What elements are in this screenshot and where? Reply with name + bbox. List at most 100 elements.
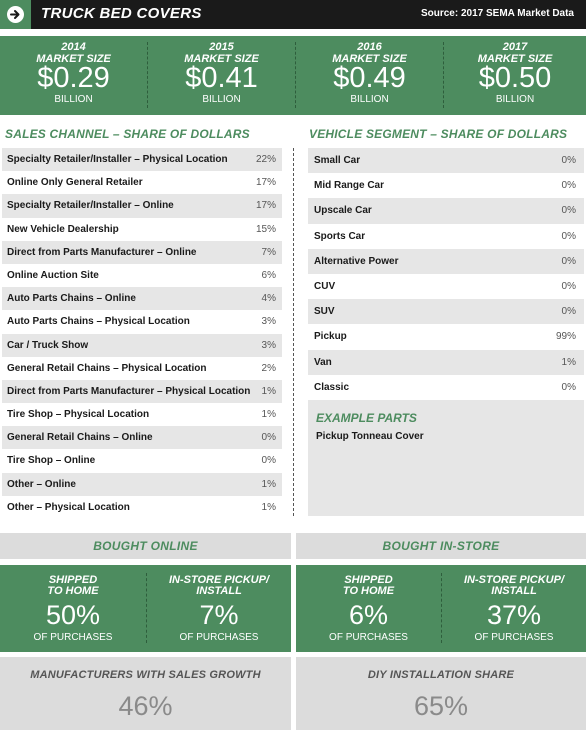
segment-share: 0% xyxy=(561,230,576,242)
market-year: 2014 xyxy=(61,41,86,53)
segment-name: CUV xyxy=(314,280,336,292)
channel-name: New Vehicle Dealership xyxy=(7,223,119,235)
market-size-2017: 2017 MARKET SIZE $0.50 BILLION xyxy=(444,36,586,115)
table-row: Pickup 99% xyxy=(308,324,584,350)
segment-share: 0% xyxy=(561,180,576,192)
header-bar: TRUCK BED COVERS Source: 2017 SEMA Marke… xyxy=(0,0,586,29)
market-value: $0.41 xyxy=(185,62,258,94)
market-divider xyxy=(295,42,296,108)
segment-share: 0% xyxy=(561,280,576,292)
stat-label: IN-STORE PICKUP/ xyxy=(168,574,270,586)
segment-name: Upscale Car xyxy=(314,205,372,217)
stat-label: INSTALL xyxy=(491,585,537,597)
online-instore-pickup: IN-STORE PICKUP/ INSTALL 7% OF PURCHASES xyxy=(147,565,291,652)
channel-name: Online Auction Site xyxy=(7,269,99,281)
table-row: Specialty Retailer/Installer – Physical … xyxy=(2,148,282,172)
bought-instore-heading: BOUGHT IN-STORE xyxy=(296,533,586,559)
channel-share: 17% xyxy=(255,200,276,212)
stat-label: SHIPPED xyxy=(344,574,393,586)
stat-label: INSTALL xyxy=(196,585,242,597)
channel-share: 17% xyxy=(255,177,276,189)
market-label: MARKET SIZE xyxy=(184,53,259,65)
table-row: Other – Physical Location 1% xyxy=(2,496,282,519)
stat-value: 37% xyxy=(486,600,542,630)
table-row: Direct from Parts Manufacturer – Physica… xyxy=(2,379,282,404)
market-year: 2016 xyxy=(357,41,382,53)
channel-name: General Retail Chains – Online xyxy=(7,432,153,444)
channel-name: Tire Shop – Physical Location xyxy=(7,409,150,421)
segment-share: 0% xyxy=(561,205,576,217)
segment-name: Van xyxy=(314,356,332,368)
stat-value: 7% xyxy=(199,600,239,630)
diy-installation-label: DIY INSTALLATION SHARE xyxy=(367,669,515,681)
market-unit: BILLION xyxy=(350,94,389,105)
table-row: Tire Shop – Online 0% xyxy=(2,449,282,472)
channel-share: 0% xyxy=(261,432,276,444)
segment-share: 0% xyxy=(561,155,576,166)
market-divider xyxy=(147,42,148,108)
diy-installation-panel: DIY INSTALLATION SHARE 65% xyxy=(296,657,586,730)
segment-name: Mid Range Car xyxy=(314,180,385,192)
market-size-2014: 2014 MARKET SIZE $0.29 BILLION xyxy=(0,36,147,115)
bought-instore-label: BOUGHT IN-STORE xyxy=(382,539,500,553)
segment-name: Alternative Power xyxy=(314,255,399,267)
table-row: Van 1% xyxy=(308,350,584,375)
market-unit: BILLION xyxy=(54,94,93,105)
market-year: 2017 xyxy=(502,41,528,53)
instore-instore-pickup: IN-STORE PICKUP/ INSTALL 37% OF PURCHASE… xyxy=(442,565,586,652)
manufacturers-growth-value: 46% xyxy=(118,691,173,721)
channel-name: Auto Parts Chains – Online xyxy=(7,293,136,305)
channel-share: 1% xyxy=(261,501,276,513)
stat-divider xyxy=(146,573,147,643)
instore-shipped-to-home: SHIPPED TO HOME 6% OF PURCHASES xyxy=(296,565,441,652)
segment-share: 0% xyxy=(561,255,576,267)
page-title: TRUCK BED COVERS xyxy=(41,5,202,22)
market-unit: BILLION xyxy=(495,94,535,105)
table-row: Tire Shop – Physical Location 1% xyxy=(2,403,282,426)
market-value: $0.50 xyxy=(478,62,552,94)
channel-share: 0% xyxy=(261,455,276,467)
market-label: MARKET SIZE xyxy=(36,53,111,65)
market-label: MARKET SIZE xyxy=(477,53,553,65)
channel-name: Auto Parts Chains – Physical Location xyxy=(7,316,190,328)
table-row: Auto Parts Chains – Physical Location 3% xyxy=(2,310,282,333)
table-row: Classic 0% xyxy=(308,374,584,400)
stat-label: TO HOME xyxy=(47,585,99,597)
table-row: New Vehicle Dealership 15% xyxy=(2,218,282,241)
arrow-right-icon xyxy=(7,6,24,23)
stat-sub: OF PURCHASES xyxy=(474,632,554,643)
table-row: SUV 0% xyxy=(308,299,584,324)
bought-instore-panel: SHIPPED TO HOME 6% OF PURCHASES IN-STORE… xyxy=(296,565,586,652)
table-row: Alternative Power 0% xyxy=(308,249,584,274)
source-note: Source: 2017 SEMA Market Data xyxy=(420,8,574,19)
channel-name: General Retail Chains – Physical Locatio… xyxy=(7,362,207,374)
market-unit: BILLION xyxy=(202,94,241,105)
bought-online-label: BOUGHT ONLINE xyxy=(93,539,198,553)
market-divider xyxy=(443,42,444,108)
market-value: $0.29 xyxy=(37,62,110,94)
segment-share: 1% xyxy=(561,356,576,368)
segment-share: 0% xyxy=(561,381,576,393)
channel-share: 1% xyxy=(261,385,276,397)
channel-name: Tire Shop – Online xyxy=(7,455,96,467)
segment-share: 99% xyxy=(555,331,576,343)
table-row: Online Auction Site 6% xyxy=(2,264,282,287)
arrow-button[interactable] xyxy=(0,0,31,29)
channel-share: 22% xyxy=(255,154,276,165)
segment-name: SUV xyxy=(314,306,335,318)
table-row: Car / Truck Show 3% xyxy=(2,333,282,357)
column-divider xyxy=(293,148,294,516)
channel-share: 3% xyxy=(261,316,276,328)
table-row: General Retail Chains – Online 0% xyxy=(2,426,282,450)
channel-share: 7% xyxy=(261,246,276,258)
channel-share: 4% xyxy=(261,293,276,305)
segment-share: 0% xyxy=(561,306,576,318)
channel-name: Online Only General Retailer xyxy=(7,177,143,189)
stat-label: TO HOME xyxy=(342,585,395,597)
channel-name: Specialty Retailer/Installer – Online xyxy=(7,200,174,212)
vehicle-segment-table: Small Car 0% Mid Range Car 0% Upscale Car 0… xyxy=(308,148,584,400)
table-row: Other – Online 1% xyxy=(2,472,282,496)
online-shipped-to-home: SHIPPED TO HOME 50% OF PURCHASES xyxy=(0,565,146,652)
segment-name: Classic xyxy=(314,381,350,393)
segment-name: Pickup xyxy=(314,331,347,343)
